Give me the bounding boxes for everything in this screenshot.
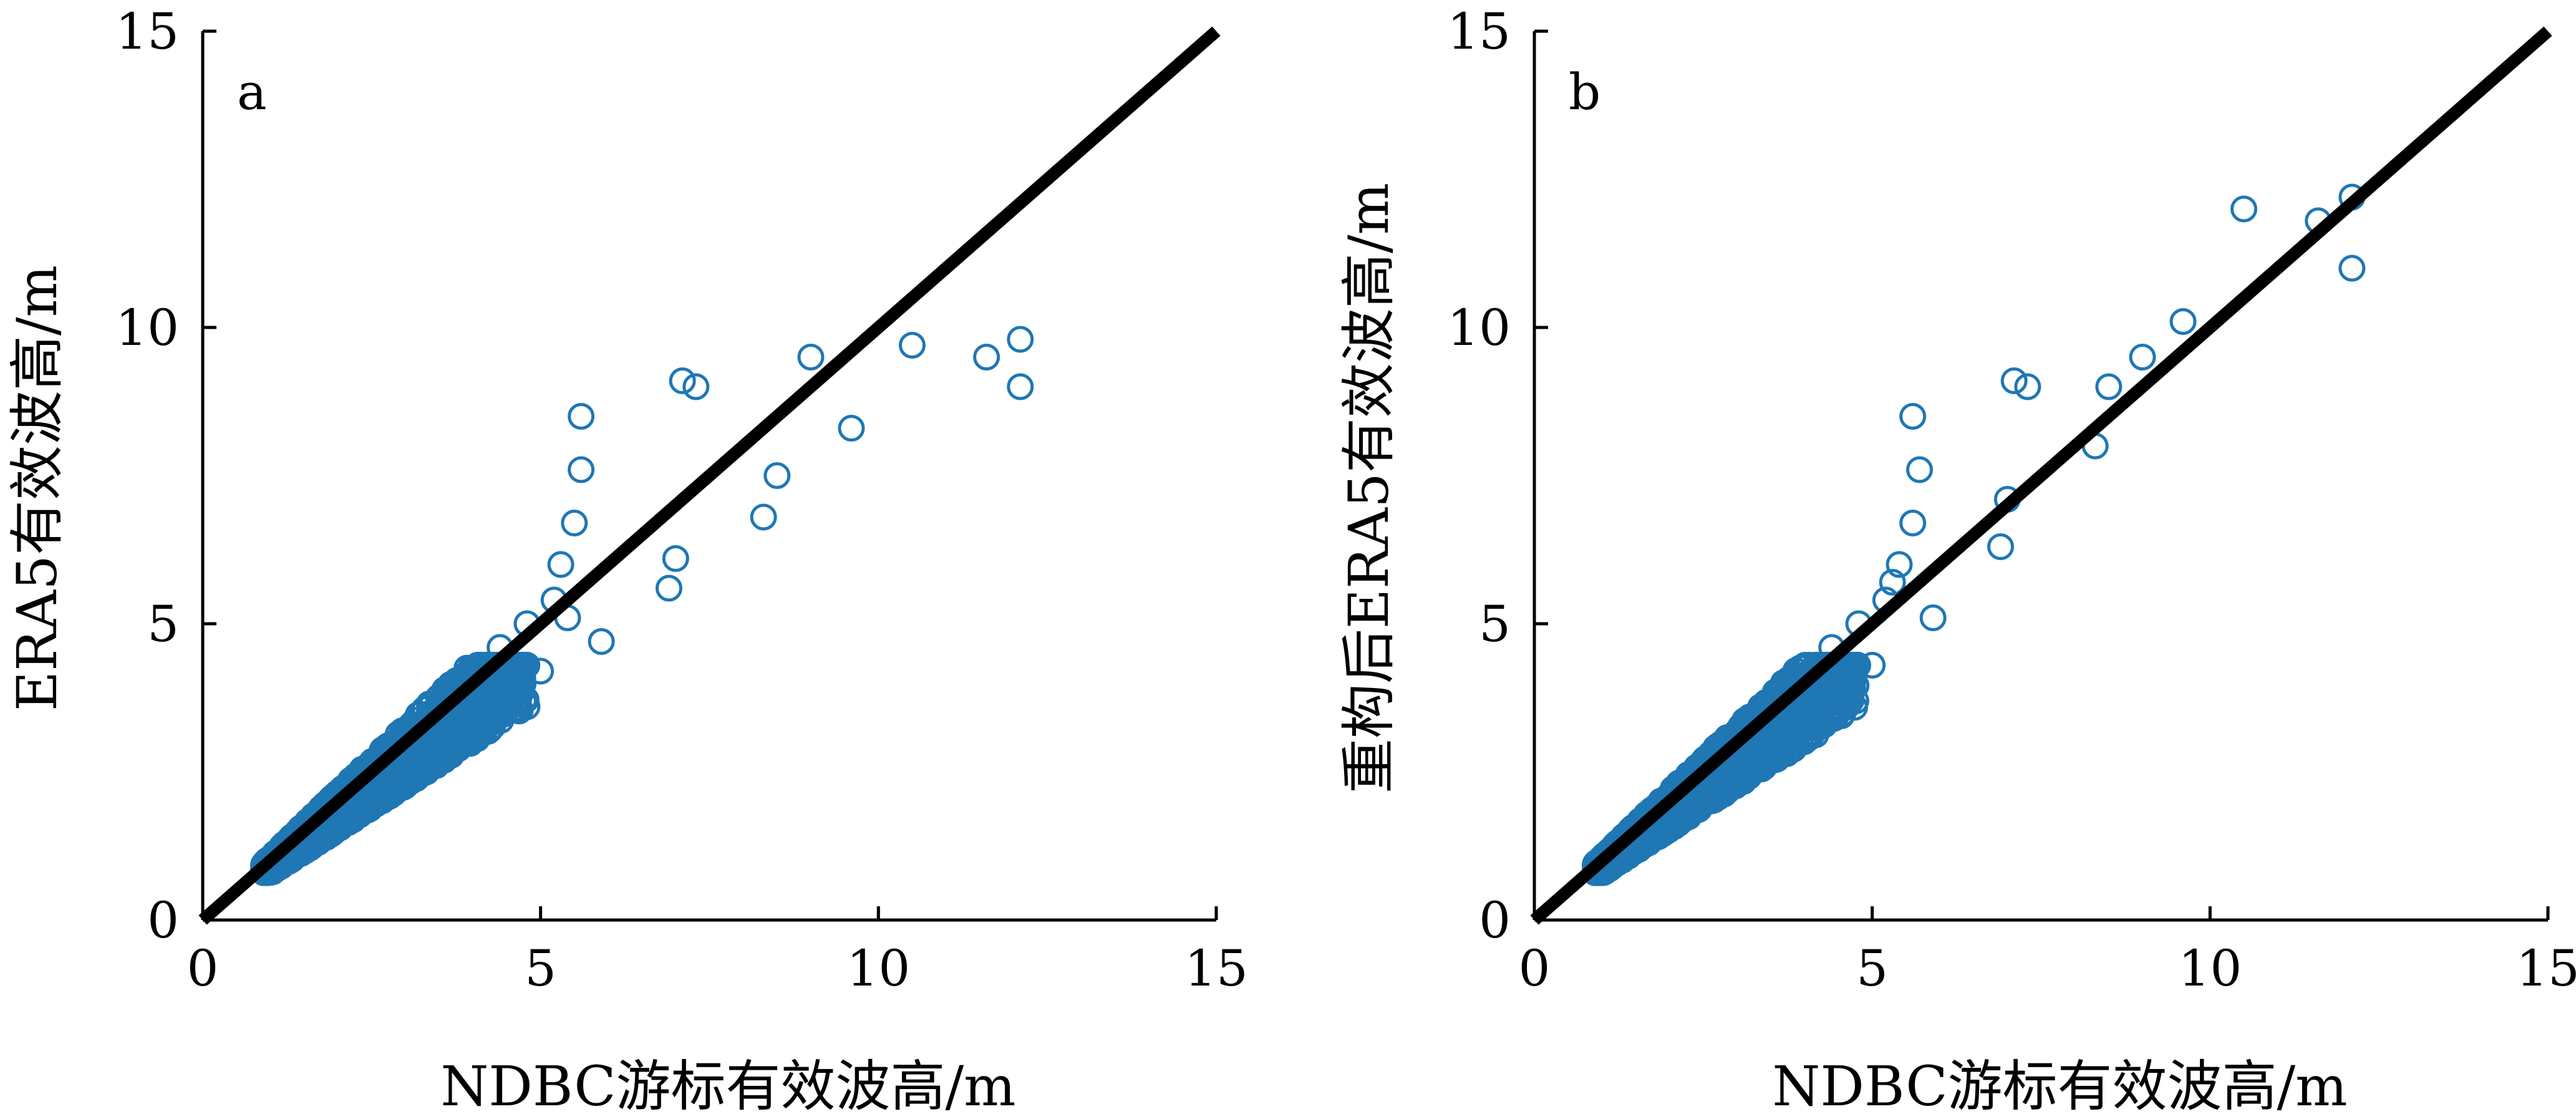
- scatter-point: [384, 774, 411, 802]
- scatter-point: [1899, 403, 1927, 430]
- panel-label: b: [1569, 63, 1600, 121]
- y-tick-label: 5: [1479, 595, 1511, 653]
- y-tick-label: 10: [115, 299, 179, 357]
- scatter-point: [1786, 728, 1814, 755]
- y-tick-label: 10: [1447, 299, 1511, 357]
- scatter-point: [750, 503, 777, 531]
- scatter-point: [463, 725, 491, 752]
- scatter-point: [588, 628, 615, 655]
- scatter-point: [656, 574, 682, 602]
- scatter-point: [269, 836, 297, 864]
- scatter-point: [2338, 254, 2366, 282]
- y-tick-label: 0: [1479, 891, 1511, 949]
- y-tick-label: 15: [1447, 2, 1511, 61]
- scatter-point: [272, 835, 299, 862]
- x-tick-label: 10: [2178, 939, 2242, 997]
- scatter-point: [568, 456, 595, 483]
- scatter-point: [1828, 684, 1855, 712]
- scatter-point: [447, 721, 475, 748]
- scatter-point: [2014, 373, 2041, 400]
- scatter-point: [1746, 733, 1773, 760]
- scatter-point: [561, 510, 588, 536]
- scatter-point: [662, 545, 689, 572]
- scatter-point: [493, 696, 520, 724]
- x-tick-label: 5: [1856, 939, 1888, 997]
- scatter-point: [1830, 688, 1857, 715]
- scatter-point: [1987, 533, 2014, 560]
- scatter-point: [382, 737, 410, 764]
- scatter-point: [1007, 373, 1034, 400]
- scatter-point: [1919, 604, 1947, 631]
- scatter-point: [1899, 510, 1927, 536]
- scatter-point: [387, 769, 415, 797]
- scatter-point: [527, 657, 554, 685]
- scatter-point: [1804, 707, 1831, 735]
- scatter-point: [1701, 778, 1728, 805]
- x-tick-label: 5: [525, 939, 556, 997]
- y-axis-title: ERA5有效波高/m: [5, 265, 69, 711]
- x-tick-label: 0: [187, 939, 219, 997]
- scatter-point: [1007, 326, 1034, 353]
- y-tick-label: 15: [115, 2, 179, 61]
- panel-b: 0 5 10 15 0 5 10 15 NDBC游标有效波高/m 重构后ERA5有效波高/m b: [1337, 2, 2576, 1118]
- scatter-points: [250, 326, 1034, 886]
- x-tick-label: 10: [846, 939, 910, 997]
- scatter-point: [669, 367, 696, 394]
- scatter-point: [513, 652, 540, 679]
- scatter-point: [838, 415, 865, 442]
- scatter-point: [1859, 652, 1886, 679]
- scatter-point: [1906, 456, 1933, 483]
- scatter-point: [2230, 195, 2257, 223]
- scatter-point: [2129, 344, 2156, 371]
- scatter-point: [547, 551, 574, 578]
- y-tick-label: 0: [147, 891, 179, 949]
- scatter-point: [763, 462, 791, 489]
- scatter-point: [1841, 652, 1868, 679]
- scatter-point: [973, 344, 1000, 371]
- scatter-point: [1675, 772, 1703, 799]
- scatter-point: [682, 373, 710, 400]
- y-axis-title: 重构后ERA5有效波高/m: [1337, 183, 1401, 793]
- scatter-point: [797, 344, 825, 371]
- scatter-point: [2000, 367, 2028, 394]
- panel-a: 0 5 10 15 0 5 10 15 NDBC游标有效波高/m ERA5有效波高/m a: [5, 2, 1248, 1118]
- reference-line: [198, 26, 1221, 925]
- scatter-point: [899, 332, 926, 359]
- scatter-point: [2169, 308, 2197, 335]
- scatter-point: [568, 403, 595, 430]
- x-axis-title: NDBC游标有效波高/m: [440, 1054, 1015, 1118]
- scatter-point: [2095, 373, 2123, 400]
- x-tick-label: 15: [2516, 939, 2576, 997]
- scatter-point: [427, 735, 454, 762]
- reference-line: [1530, 26, 2552, 925]
- x-axis-title: NDBC游标有效波高/m: [1772, 1054, 2347, 1118]
- panel-label: a: [237, 63, 267, 121]
- y-tick-label: 5: [147, 595, 179, 653]
- x-tick-label: 0: [1519, 939, 1551, 997]
- scatter-point: [1886, 551, 1913, 578]
- x-tick-label: 15: [1184, 939, 1248, 997]
- scatter-point: [1879, 569, 1906, 596]
